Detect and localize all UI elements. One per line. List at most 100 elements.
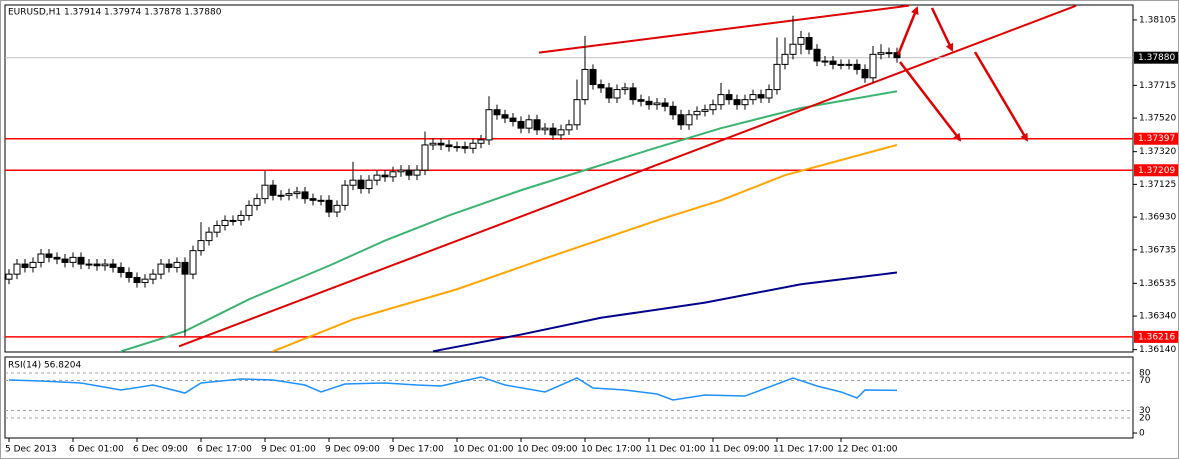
candle-body [429, 142, 437, 146]
candle-body [245, 204, 253, 216]
y-tick-label: 0 [1139, 429, 1145, 439]
x-tick-label: 12 Dec 01:00 [837, 445, 898, 455]
x-tick-label: 10 Dec 01:00 [453, 445, 514, 455]
candle-body [101, 263, 109, 267]
candle-body [229, 219, 237, 222]
candle-body [21, 263, 29, 268]
candle-body [861, 68, 869, 79]
level-label: 1.37209 [1138, 166, 1175, 176]
x-tick-label: 11 Dec 17:00 [773, 445, 834, 455]
candle-body [301, 191, 309, 200]
rsi-line [8, 376, 898, 401]
candle-body [821, 60, 829, 63]
candle-body [277, 194, 285, 197]
candle-body [69, 256, 77, 263]
candle-body [197, 240, 205, 252]
moving-average [120, 90, 898, 353]
x-tick-label: 6 Dec 01:00 [69, 445, 124, 455]
x-tick-label: 11 Dec 09:00 [709, 445, 770, 455]
x-tick-label: 11 Dec 01:00 [645, 445, 706, 455]
candle-body [789, 43, 797, 55]
candle-body [93, 263, 101, 267]
candle-body [133, 276, 141, 284]
candle-body [309, 198, 317, 201]
candle-body [61, 258, 69, 263]
candle-body [549, 127, 557, 136]
y-tick-label: 1.38105 [1139, 15, 1176, 25]
level-badge [1134, 132, 1178, 145]
moving-average [272, 143, 898, 353]
candle-body [13, 263, 21, 275]
candle-body [469, 142, 477, 149]
candle-body [653, 102, 661, 106]
candle-body [53, 256, 61, 260]
candle-body [141, 278, 149, 284]
candle-body [733, 99, 741, 106]
candle-body [373, 174, 381, 181]
y-tick-label: 1.37320 [1139, 147, 1176, 157]
candle-body [805, 37, 813, 50]
candle-body [893, 52, 901, 59]
candle-body [765, 89, 773, 99]
candle-body [685, 114, 693, 126]
y-tick-label: 1.37125 [1139, 180, 1176, 190]
candle-body [541, 127, 549, 131]
candle-body [453, 146, 461, 149]
candle-body [221, 219, 229, 226]
candle-body [389, 171, 397, 178]
candle-body [365, 179, 373, 190]
arrow [930, 7, 954, 52]
candle-body [725, 94, 733, 101]
candle-body [565, 124, 573, 131]
trendline [538, 4, 910, 54]
y-tick-label: 20 [1139, 414, 1151, 424]
candle-body [749, 94, 757, 101]
candle-body [405, 169, 413, 176]
candle-body [413, 169, 421, 176]
candle-body [669, 105, 677, 116]
candle-body [29, 261, 37, 268]
last-price-badge [1134, 51, 1178, 64]
candle-body [573, 99, 581, 126]
candle-body [125, 271, 133, 278]
candle-body [717, 94, 725, 106]
trendline [178, 4, 1077, 348]
level-badge [1134, 330, 1178, 343]
candle-body [845, 63, 853, 66]
candle-body [493, 109, 501, 116]
candle-body [5, 273, 13, 280]
candle-body [341, 184, 349, 206]
candle-body [501, 114, 509, 119]
last-price-label: 1.37880 [1138, 53, 1175, 63]
x-tick-label: 9 Dec 09:00 [325, 445, 380, 455]
x-tick-label: 6 Dec 09:00 [133, 445, 188, 455]
candle-body [461, 146, 469, 149]
candle-body [357, 179, 365, 190]
candle-body [397, 169, 405, 173]
candle-body [525, 119, 533, 129]
candle-body [333, 204, 341, 213]
candle-body [629, 87, 637, 101]
candle-body [581, 68, 589, 101]
candle-body [597, 84, 605, 89]
candle-body [325, 199, 333, 213]
candle-body [237, 214, 245, 221]
arrow [896, 6, 919, 56]
candle-body [741, 99, 749, 106]
candle-body [797, 37, 805, 45]
y-tick-label: 1.36535 [1139, 279, 1176, 289]
candle-body [637, 99, 645, 102]
x-tick-label: 6 Dec 17:00 [197, 445, 252, 455]
candle-body [149, 273, 157, 280]
candle-body [757, 94, 765, 99]
candle-body [589, 68, 597, 86]
candle-body [885, 52, 893, 55]
candle-body [173, 261, 181, 268]
candle-body [165, 263, 173, 268]
plot-frame [4, 4, 1134, 353]
candle-body [213, 224, 221, 233]
x-tick-label: 5 Dec 2013 [5, 445, 57, 455]
candle-body [613, 89, 621, 99]
y-tick-label: 1.36140 [1139, 345, 1176, 355]
